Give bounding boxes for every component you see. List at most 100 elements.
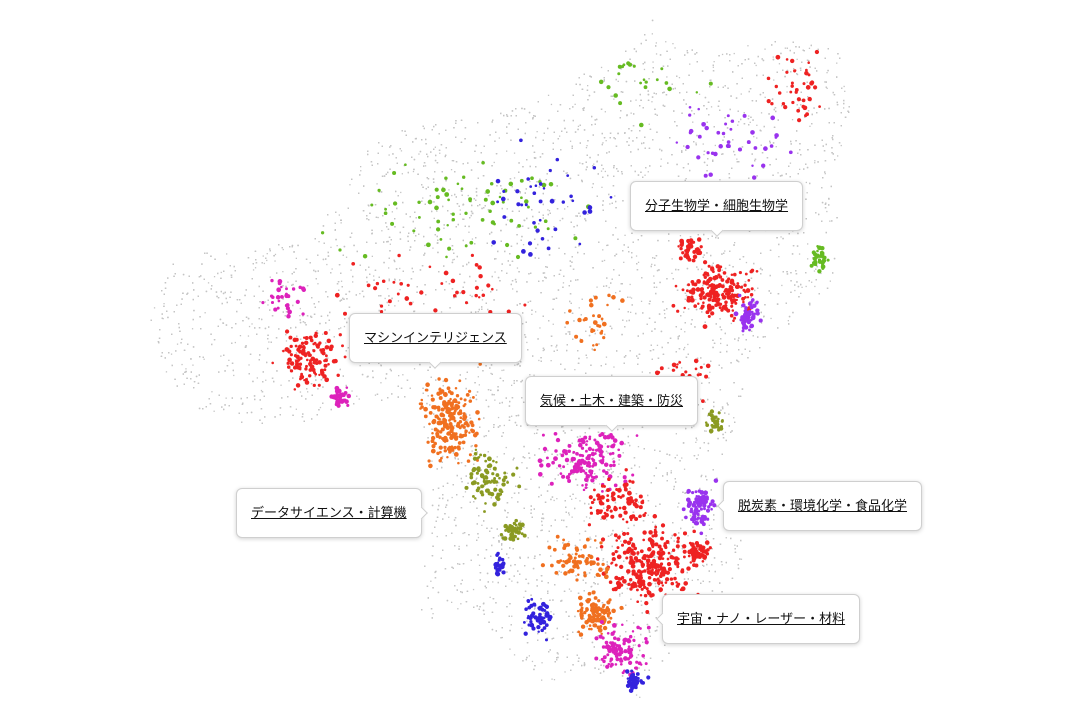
map-point [829, 220, 831, 222]
map-point [501, 544, 503, 546]
map-point [436, 210, 438, 212]
map-point [451, 194, 453, 197]
map-point [399, 267, 401, 270]
map-point [522, 244, 525, 246]
map-point [381, 230, 383, 232]
map-point [711, 264, 713, 266]
map-point [358, 398, 360, 400]
map-point [550, 103, 553, 106]
map-point [477, 536, 480, 539]
map-point [402, 374, 404, 376]
map-point [331, 268, 333, 270]
map-point [536, 131, 538, 133]
map-point [506, 472, 508, 474]
map-point [683, 468, 686, 470]
map-point [336, 245, 338, 247]
map-point [701, 474, 703, 476]
map-point [562, 282, 565, 284]
map-point [660, 158, 662, 160]
map-point [269, 276, 271, 278]
map-point [529, 374, 531, 376]
map-point [211, 391, 213, 393]
map-point [829, 280, 831, 282]
map-point [514, 364, 516, 366]
map-point [621, 530, 623, 532]
map-point [692, 121, 694, 123]
map-point [666, 76, 668, 78]
map-point [721, 53, 724, 56]
map-point [451, 601, 453, 603]
map-point [299, 315, 301, 317]
map-point [542, 349, 544, 352]
map-point [656, 286, 658, 288]
map-point [307, 391, 309, 393]
map-point [387, 288, 389, 290]
map-point [579, 338, 582, 340]
map-point [755, 64, 757, 67]
map-point [541, 662, 543, 664]
map-point [308, 365, 310, 367]
map-point [559, 219, 561, 222]
map-point [583, 520, 585, 522]
map-point [728, 413, 730, 415]
map-point [738, 361, 740, 363]
map-point [605, 620, 608, 622]
map-point [533, 432, 536, 435]
map-point [494, 271, 496, 273]
map-point [252, 269, 255, 271]
map-point [505, 446, 507, 449]
map-point [373, 275, 375, 277]
map-point [777, 172, 779, 174]
map-point [614, 195, 616, 197]
map-point [592, 349, 594, 351]
map-point [495, 258, 497, 260]
map-point [577, 125, 580, 127]
map-point [513, 654, 516, 656]
map-point [384, 297, 386, 300]
map-point [450, 169, 453, 171]
map-point [720, 342, 722, 345]
map-point [614, 500, 616, 502]
map-point [434, 571, 436, 574]
map-point [617, 80, 619, 82]
map-point [531, 313, 533, 315]
map-point [495, 469, 497, 472]
map-point [213, 276, 216, 278]
map-point [675, 433, 677, 435]
map-point [615, 292, 617, 294]
map-point [191, 328, 194, 330]
map-point [432, 613, 434, 615]
map-point [648, 123, 650, 125]
map-point [452, 259, 454, 261]
map-point [801, 286, 803, 288]
map-point [639, 696, 641, 698]
map-point [695, 298, 697, 301]
map-point [843, 107, 845, 109]
map-point [578, 533, 581, 535]
map-point [696, 439, 698, 441]
map-point [490, 372, 492, 375]
map-point [503, 424, 505, 427]
map-point [671, 258, 673, 260]
map-point [516, 267, 519, 269]
map-point [374, 394, 377, 396]
map-point [786, 91, 788, 93]
map-point [697, 454, 699, 456]
map-point [796, 58, 798, 60]
map-point [526, 620, 528, 622]
map-point [228, 359, 230, 361]
map-point [239, 335, 242, 337]
map-point [740, 93, 742, 95]
map-point [351, 390, 353, 392]
map-point [651, 33, 653, 35]
map-point [587, 85, 589, 87]
map-point [526, 488, 528, 490]
map-point [602, 249, 604, 251]
map-point [635, 99, 637, 101]
map-point [710, 79, 712, 81]
map-point [264, 301, 266, 303]
map-point [789, 162, 792, 164]
map-point [548, 210, 551, 212]
